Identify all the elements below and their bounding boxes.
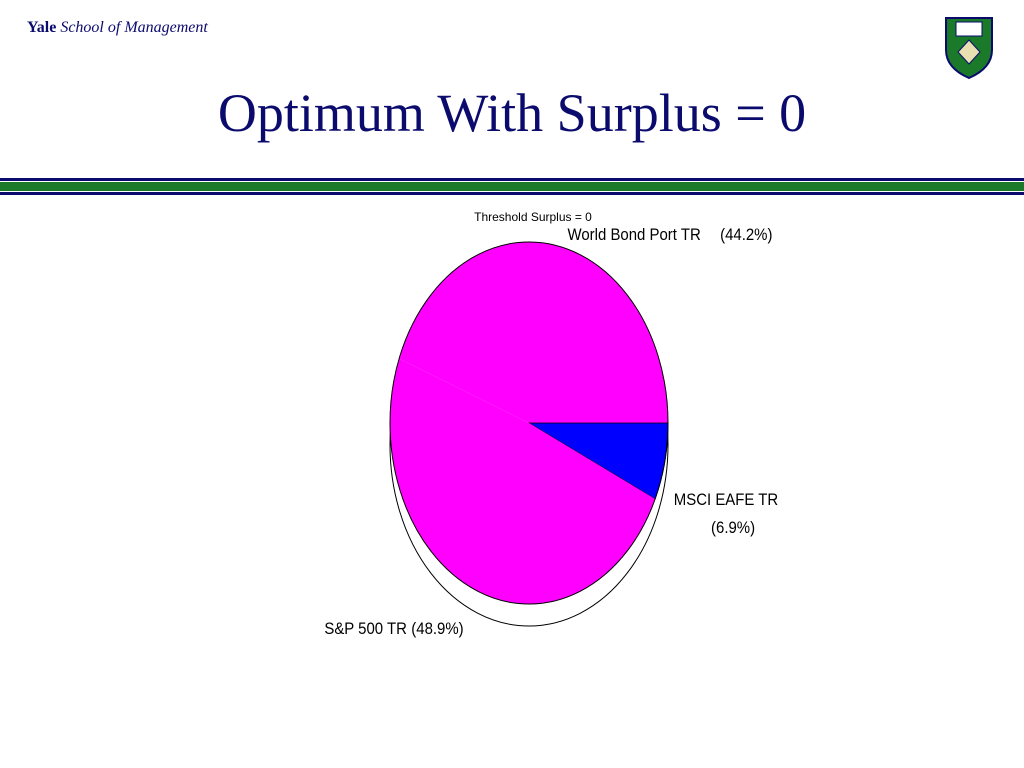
slice-value-label: (48.9%) (411, 620, 463, 638)
slice-category-label: World Bond Port TR (568, 226, 701, 244)
slice-value-label: (44.2%) (720, 226, 772, 244)
pie-outline (389, 241, 669, 605)
slice-value-label: (6.9%) (711, 519, 755, 537)
brand-name: Yale (27, 19, 57, 36)
pie-slice (399, 241, 668, 423)
brand-subtitle: School of Management (60, 19, 208, 36)
logo (945, 17, 993, 80)
chart-title: Threshold Surplus = 0 (474, 210, 592, 224)
slice-label: S&P 500 TR (48.9%) (324, 620, 463, 638)
brand: Yale School of Management (27, 19, 208, 37)
slice-label: MSCI EAFE TR (6.9%) (674, 491, 778, 537)
divider (0, 178, 1024, 195)
slide-title: Optimum With Surplus = 0 (217, 83, 807, 143)
slice-label: World Bond Port TR (44.2%) (568, 226, 773, 244)
slice-category-label: MSCI EAFE TR (674, 491, 778, 509)
chart: Threshold Surplus = 0 World Bond Port TR… (324, 210, 778, 638)
pie-slice (390, 358, 656, 604)
slice-category-label: S&P 500 TR (324, 620, 407, 638)
